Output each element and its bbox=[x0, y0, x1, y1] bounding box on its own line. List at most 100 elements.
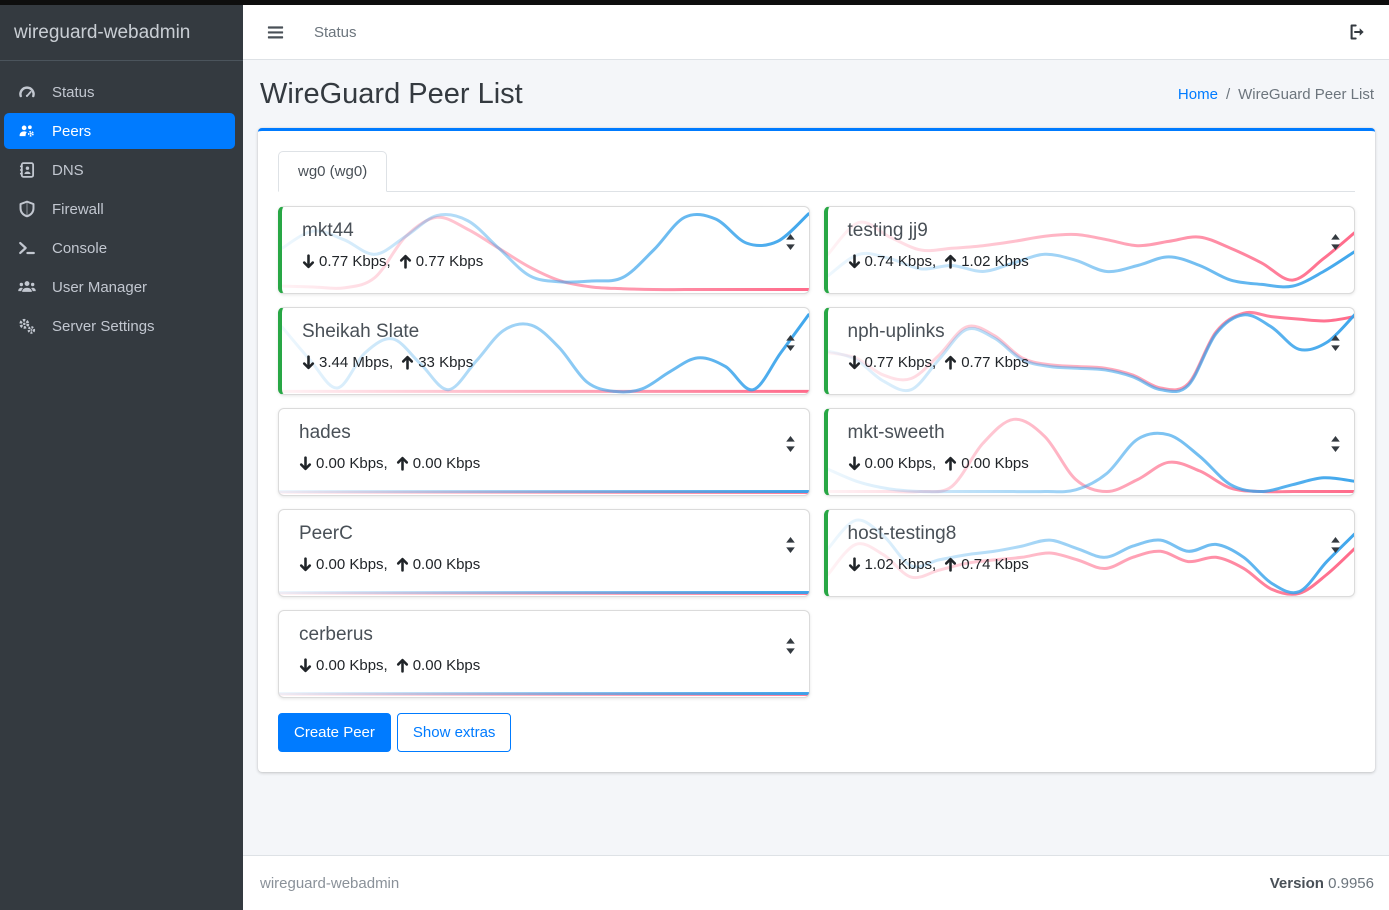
traffic-sparkline bbox=[279, 409, 809, 495]
peer-card[interactable]: PeerC 0.00 Kbps, 0.00 Kbps bbox=[278, 508, 810, 597]
brand-link[interactable]: wireguard-webadmin bbox=[0, 5, 243, 61]
users-icon bbox=[16, 278, 38, 296]
sidebar-item-label: DNS bbox=[52, 161, 84, 179]
card-actions: Create Peer Show extras bbox=[278, 712, 1355, 752]
sidebar-item-firewall[interactable]: Firewall bbox=[4, 191, 235, 227]
traffic-sparkline bbox=[828, 510, 1355, 596]
download-rate: 1.02 Kbps, bbox=[864, 555, 937, 573]
tab-wg0[interactable]: wg0 (wg0) bbox=[278, 150, 388, 192]
peer-list-card: wg0 (wg0) mkt44 bbox=[258, 127, 1375, 772]
download-rate: 0.74 Kbps, bbox=[864, 252, 937, 270]
sort-icon[interactable] bbox=[785, 334, 796, 351]
sidebar-menu: Status Peers DNS bbox=[0, 61, 243, 347]
address-book-icon bbox=[16, 161, 38, 179]
peer-name: Sheikah Slate bbox=[302, 320, 420, 342]
breadcrumb-current: WireGuard Peer List bbox=[1238, 86, 1374, 104]
sort-icon[interactable] bbox=[785, 233, 796, 250]
sidebar-item-console[interactable]: Console bbox=[4, 230, 235, 266]
peer-name: hades bbox=[299, 421, 351, 443]
upload-arrow-icon bbox=[401, 355, 414, 370]
create-peer-button[interactable]: Create Peer bbox=[278, 712, 391, 752]
download-arrow-icon bbox=[302, 355, 315, 370]
peer-name: testing jj9 bbox=[847, 219, 928, 241]
sidebar-item-dns[interactable]: DNS bbox=[4, 152, 235, 188]
peer-traffic: 0.77 Kbps, 0.77 Kbps bbox=[302, 253, 791, 270]
peer-card[interactable]: host-testing8 1.02 Kbps, 0.74 Kbps bbox=[823, 508, 1355, 597]
download-rate: 0.00 Kbps, bbox=[316, 656, 388, 674]
sidebar-item-user-manager[interactable]: User Manager bbox=[4, 269, 235, 305]
sort-icon[interactable] bbox=[785, 637, 796, 654]
download-arrow-icon bbox=[848, 254, 861, 269]
download-rate: 0.77 Kbps, bbox=[864, 353, 937, 371]
sidebar-item-label: User Manager bbox=[52, 278, 148, 296]
download-rate: 0.77 Kbps, bbox=[319, 252, 391, 270]
peer-traffic: 0.74 Kbps, 1.02 Kbps bbox=[848, 253, 1337, 270]
breadcrumb: Home / WireGuard Peer List bbox=[1178, 86, 1374, 103]
sidebar-item-server-settings[interactable]: Server Settings bbox=[4, 308, 235, 344]
peer-name: mkt-sweeth bbox=[847, 421, 945, 443]
upload-arrow-icon bbox=[396, 557, 409, 572]
upload-arrow-icon bbox=[944, 456, 957, 471]
peer-name: nph-uplinks bbox=[847, 320, 945, 342]
upload-rate: 0.77 Kbps bbox=[415, 252, 484, 270]
topbar-status-link[interactable]: Status bbox=[314, 23, 357, 41]
traffic-sparkline bbox=[828, 409, 1355, 495]
peer-card[interactable]: mkt-sweeth 0.00 Kbps, 0.00 Kbps bbox=[823, 407, 1355, 496]
traffic-sparkline bbox=[279, 611, 809, 697]
upload-arrow-icon bbox=[396, 456, 409, 471]
sort-icon[interactable] bbox=[785, 536, 796, 553]
download-arrow-icon bbox=[302, 254, 315, 269]
download-arrow-icon bbox=[299, 456, 312, 471]
peer-card[interactable]: mkt44 0.77 Kbps, 0.77 Kbps bbox=[278, 205, 810, 294]
content-area: WireGuard Peer List Home / WireGuard Pee… bbox=[243, 60, 1389, 855]
upload-rate: 33 Kbps bbox=[418, 353, 474, 371]
window-top-strip bbox=[0, 0, 1389, 5]
upload-rate: 0.00 Kbps bbox=[412, 555, 481, 573]
sidebar-item-label: Status bbox=[52, 83, 95, 101]
sidebar-item-status[interactable]: Status bbox=[4, 74, 235, 110]
upload-arrow-icon bbox=[944, 254, 957, 269]
interface-tabs: wg0 (wg0) bbox=[278, 150, 1355, 192]
peer-card[interactable]: hades 0.00 Kbps, 0.00 Kbps bbox=[278, 407, 810, 496]
peer-card[interactable]: nph-uplinks 0.77 Kbps, 0.77 Kbps bbox=[823, 306, 1355, 395]
peer-traffic: 3.44 Mbps, 33 Kbps bbox=[302, 354, 791, 371]
peer-name: host-testing8 bbox=[847, 522, 957, 544]
sort-icon[interactable] bbox=[1330, 435, 1341, 452]
breadcrumb-home-link[interactable]: Home bbox=[1177, 86, 1218, 104]
peer-column-left: mkt44 0.77 Kbps, 0.77 Kbps bbox=[278, 205, 810, 711]
upload-arrow-icon bbox=[944, 355, 957, 370]
upload-arrow-icon bbox=[396, 658, 409, 673]
download-rate: 0.00 Kbps, bbox=[316, 454, 388, 472]
show-extras-button[interactable]: Show extras bbox=[396, 712, 512, 752]
peer-traffic: 1.02 Kbps, 0.74 Kbps bbox=[848, 556, 1337, 573]
peer-card[interactable]: testing jj9 0.74 Kbps, 1.02 Kbps bbox=[823, 205, 1355, 294]
sort-icon[interactable] bbox=[785, 435, 796, 452]
download-arrow-icon bbox=[848, 355, 861, 370]
logout-icon[interactable] bbox=[1347, 23, 1367, 41]
sort-icon[interactable] bbox=[1330, 233, 1341, 250]
peer-traffic: 0.00 Kbps, 0.00 Kbps bbox=[299, 657, 791, 674]
traffic-sparkline bbox=[828, 207, 1355, 293]
breadcrumb-separator: / bbox=[1225, 86, 1231, 104]
top-navbar: Status bbox=[243, 5, 1389, 60]
shield-icon bbox=[16, 200, 38, 218]
sort-icon[interactable] bbox=[1330, 334, 1341, 351]
peer-traffic: 0.77 Kbps, 0.77 Kbps bbox=[848, 354, 1337, 371]
download-rate: 0.00 Kbps, bbox=[864, 454, 937, 472]
traffic-sparkline bbox=[828, 308, 1355, 394]
traffic-sparkline bbox=[282, 308, 809, 394]
peer-card[interactable]: Sheikah Slate 3.44 Mbps, 33 Kbps bbox=[278, 306, 810, 395]
upload-rate: 0.00 Kbps bbox=[412, 454, 481, 472]
users-gear-icon bbox=[16, 122, 38, 140]
peer-card[interactable]: cerberus 0.00 Kbps, 0.00 Kbps bbox=[278, 609, 810, 698]
sidebar: wireguard-webadmin Status Peers bbox=[0, 5, 243, 910]
upload-rate: 0.00 Kbps bbox=[961, 454, 1029, 472]
sidebar-item-peers[interactable]: Peers bbox=[4, 113, 235, 149]
peer-traffic: 0.00 Kbps, 0.00 Kbps bbox=[848, 455, 1337, 472]
menu-toggle-icon[interactable] bbox=[266, 23, 285, 42]
download-arrow-icon bbox=[848, 456, 861, 471]
upload-rate: 0.77 Kbps bbox=[961, 353, 1029, 371]
sort-icon[interactable] bbox=[1330, 536, 1341, 553]
upload-arrow-icon bbox=[944, 557, 957, 572]
